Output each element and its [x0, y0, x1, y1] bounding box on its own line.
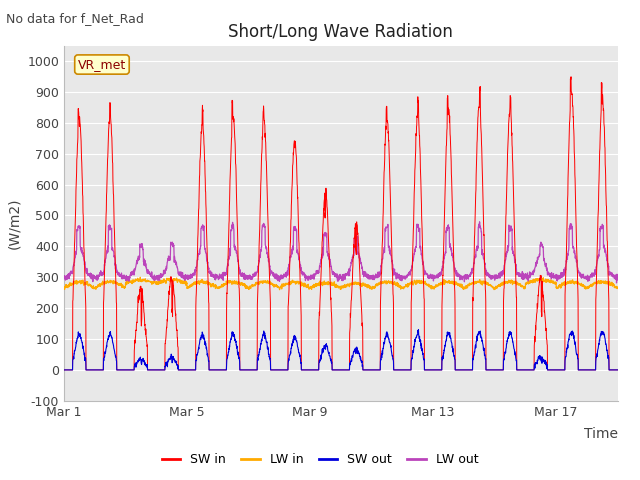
Legend: SW in, LW in, SW out, LW out: SW in, LW in, SW out, LW out: [157, 448, 483, 471]
Y-axis label: (W/m2): (W/m2): [8, 197, 22, 249]
Title: Short/Long Wave Radiation: Short/Long Wave Radiation: [228, 23, 453, 41]
Text: VR_met: VR_met: [78, 58, 126, 71]
Text: No data for f_Net_Rad: No data for f_Net_Rad: [6, 12, 144, 25]
X-axis label: Time: Time: [584, 427, 618, 442]
